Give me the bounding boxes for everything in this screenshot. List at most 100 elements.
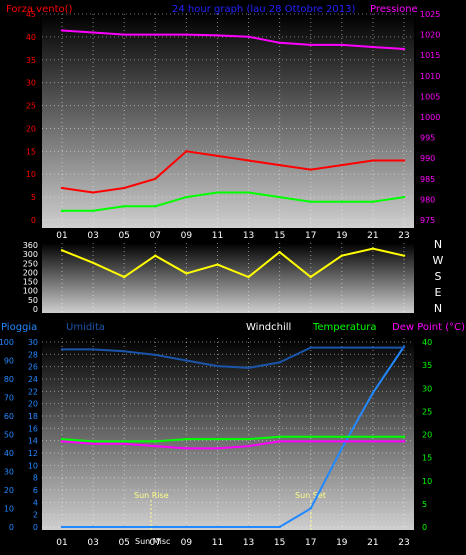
x-tick-label: 13 <box>243 231 254 241</box>
y-tick-label: 20 <box>26 124 36 133</box>
y-tick-label: 20 <box>422 431 432 440</box>
y-tick-label: 30 <box>422 384 432 393</box>
gust-series-point <box>371 200 375 203</box>
gust-series-point <box>247 191 250 194</box>
direction-series <box>61 247 405 279</box>
temperature-series-point <box>371 435 375 439</box>
y-tick-label: 20 <box>28 400 38 409</box>
wind-series-point <box>309 168 312 171</box>
dewpoint-series-point <box>340 440 344 443</box>
sun-misc-label: Sun Misc <box>135 537 170 546</box>
pressure-series-point <box>122 33 126 36</box>
bottom-y-right-ticks: 40 35 30 25 20 15 10 5 0 <box>422 338 432 532</box>
x-tick-label: 05 <box>118 538 129 548</box>
y-tick-label: 60 <box>4 412 14 421</box>
temperature-series-point <box>340 435 344 439</box>
compass-letter: N <box>434 238 442 251</box>
rain-series-point <box>91 525 95 529</box>
gust-series-point <box>402 195 406 199</box>
bottom-x-ticks: 01 03 05 07 09 11 13 15 17 19 21 23 <box>56 538 409 548</box>
temperature-series-point <box>247 437 250 441</box>
direction-series-point <box>122 275 126 279</box>
dewpoint-series-point <box>278 440 281 443</box>
humidity-series-point <box>122 350 126 353</box>
y-tick-label: 40 <box>4 449 14 458</box>
pressure-series-point <box>216 34 219 37</box>
direction-series-point <box>216 263 219 266</box>
rain-series-point <box>154 525 157 529</box>
wind-series-point <box>185 150 188 153</box>
wind-series-point <box>278 163 281 167</box>
rain-series-point <box>278 525 281 529</box>
temperature-series-point <box>402 435 406 439</box>
direction-series-point <box>247 275 250 279</box>
chart-title: 24 hour graph (lau 28 Ottobre 2013) <box>172 4 356 15</box>
compass-letter: S <box>435 270 442 283</box>
x-tick-label: 17 <box>305 231 316 241</box>
pressure-series-point <box>91 31 95 34</box>
pressure-label: Pressione <box>370 4 418 15</box>
y-tick-label: 0 <box>9 523 14 532</box>
pressure-series-point <box>371 45 375 49</box>
y-tick-label: 22 <box>28 387 38 396</box>
y-tick-label: 10 <box>422 477 432 486</box>
x-tick-label: 15 <box>274 538 285 548</box>
wind-series-point <box>340 163 344 167</box>
y-tick-label: 15 <box>26 147 36 156</box>
rain-series-point <box>247 525 250 529</box>
direction-series-point <box>278 250 281 254</box>
wind-series-point <box>402 159 406 162</box>
rain-series-point <box>216 525 219 529</box>
y-tick-label: 995 <box>420 134 435 143</box>
y-tick-label: 15 <box>422 454 432 463</box>
gust-series-point <box>340 200 344 203</box>
x-tick-label: 15 <box>274 231 285 241</box>
bottom-plot-area <box>42 338 414 530</box>
x-tick-label: 07 <box>150 538 161 548</box>
y-tick-label: 25 <box>26 102 36 111</box>
y-tick-label: 10 <box>26 170 36 179</box>
gust-series-point <box>122 205 126 208</box>
y-tick-label: 28 <box>28 350 38 359</box>
y-tick-label: 90 <box>4 357 14 366</box>
top-y-right-ticks: 1025 1020 1015 1010 1005 1000 995 990 985 980 975 <box>420 10 440 225</box>
x-tick-label: 01 <box>56 231 67 241</box>
dewpoint-series <box>61 440 404 450</box>
y-tick-label: 1020 <box>420 31 440 40</box>
humidity-series-point <box>278 361 281 364</box>
direction-series-point <box>402 254 406 257</box>
y-tick-label: 50 <box>4 431 14 440</box>
x-tick-label: 03 <box>87 231 98 241</box>
y-tick-label: 150 <box>23 278 38 287</box>
wind-series-point <box>247 159 250 162</box>
y-tick-label: 18 <box>28 412 38 421</box>
temperature-series-point <box>60 437 64 441</box>
direction-series-point <box>185 272 188 275</box>
humidity-series-point <box>216 364 219 368</box>
rain-series-point <box>60 525 64 529</box>
y-tick-label: 1025 <box>420 10 440 19</box>
mid-series <box>60 247 406 279</box>
humidity-series-point <box>185 359 188 362</box>
wind-series <box>61 150 404 194</box>
dewpoint-series-point <box>309 440 312 443</box>
y-tick-label: 0 <box>33 305 38 314</box>
y-tick-label: 35 <box>26 56 36 65</box>
mid-plot-area <box>42 243 414 313</box>
wind-series-point <box>154 177 157 180</box>
y-tick-label: 80 <box>4 375 14 384</box>
wind-label: Forza vento() <box>6 4 73 15</box>
dewpoint-series-point <box>154 444 157 448</box>
temperature-series-point <box>309 435 312 439</box>
windchill-label: Windchill <box>246 322 291 333</box>
x-tick-label: 19 <box>336 231 348 241</box>
dewpoint-series-point <box>91 442 95 445</box>
humidity-series-point <box>340 346 344 349</box>
y-tick-label: 975 <box>420 216 435 225</box>
direction-series-point <box>340 254 344 257</box>
pressure-series-point <box>60 29 64 32</box>
pressure-series-point <box>154 33 157 36</box>
x-tick-label: 21 <box>367 538 378 548</box>
humidity-series-point <box>247 366 250 370</box>
